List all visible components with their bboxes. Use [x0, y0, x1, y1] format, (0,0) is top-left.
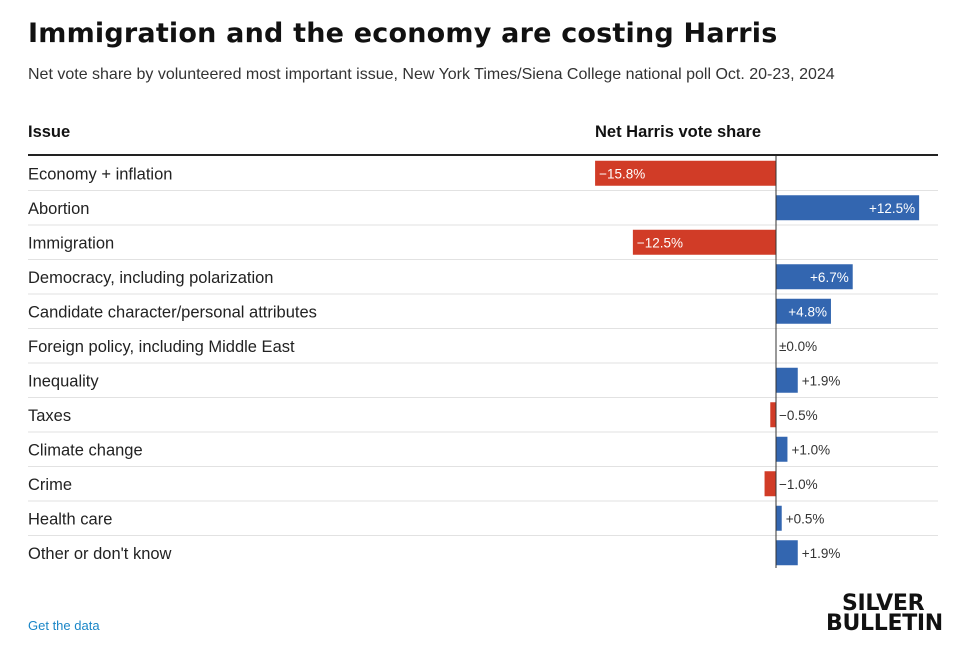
chart-subtitle: Net vote share by volunteered most impor…	[28, 66, 835, 83]
value-label: −15.8%	[599, 166, 645, 181]
category-label: Candidate character/personal attributes	[28, 303, 317, 321]
get-the-data-link[interactable]: Get the data	[28, 618, 100, 633]
value-column-header: Net Harris vote share	[595, 123, 761, 141]
bar	[776, 505, 782, 531]
category-label: Abortion	[28, 200, 89, 218]
category-label: Other or don't know	[28, 545, 172, 563]
table-row: Democracy, including polarization +6.7%	[28, 264, 938, 295]
logo-line-1: SILVER	[842, 591, 925, 616]
header-rule	[28, 154, 938, 156]
bar	[776, 264, 853, 290]
value-label: −0.5%	[779, 408, 818, 423]
value-label: +1.9%	[802, 373, 841, 388]
value-label: −1.0%	[779, 477, 818, 492]
table-row: Taxes −0.5%	[28, 402, 938, 433]
table-row: Economy + inflation −15.8%	[28, 160, 938, 191]
category-label: Crime	[28, 476, 72, 494]
category-label: Health care	[28, 510, 112, 528]
bar	[776, 195, 920, 221]
bar	[764, 471, 776, 497]
category-label: Democracy, including polarization	[28, 269, 273, 287]
value-label: +6.7%	[810, 270, 849, 285]
value-label: +1.9%	[802, 546, 841, 561]
category-label: Foreign policy, including Middle East	[28, 338, 295, 356]
bar	[776, 436, 788, 462]
table-row: Other or don't know +1.9%	[28, 540, 841, 566]
bar	[776, 367, 798, 393]
category-label: Economy + inflation	[28, 165, 172, 183]
issue-column-header: Issue	[28, 123, 71, 141]
value-label: +1.0%	[791, 442, 830, 457]
value-label: +4.8%	[788, 304, 827, 319]
bar	[595, 160, 776, 186]
chart-title: Immigration and the economy are costing …	[28, 18, 778, 49]
table-row: Candidate character/personal attributes +…	[28, 298, 938, 329]
category-label: Taxes	[28, 407, 71, 425]
table-row: Immigration −12.5%	[28, 229, 938, 260]
bar	[776, 540, 798, 566]
bar	[776, 298, 831, 324]
table-row: Inequality +1.9%	[28, 367, 938, 398]
category-label: Immigration	[28, 234, 114, 252]
value-label: +0.5%	[786, 511, 825, 526]
category-label: Inequality	[28, 372, 99, 390]
bar	[632, 229, 776, 255]
value-label: −12.5%	[637, 235, 683, 250]
table-row: Health care +0.5%	[28, 505, 938, 536]
silver-bulletin-logo: SILVER BULLETIN	[826, 591, 943, 636]
value-label: ±0.0%	[779, 339, 817, 354]
table-row: Crime −1.0%	[28, 471, 938, 502]
table-row: Abortion +12.5%	[28, 195, 938, 226]
value-label: +12.5%	[869, 201, 915, 216]
table-row: Climate change +1.0%	[28, 436, 938, 467]
logo-line-2: BULLETIN	[826, 611, 943, 636]
table-row: Foreign policy, including Middle East ±0.…	[28, 338, 938, 364]
category-label: Climate change	[28, 441, 143, 459]
bar	[770, 402, 776, 428]
